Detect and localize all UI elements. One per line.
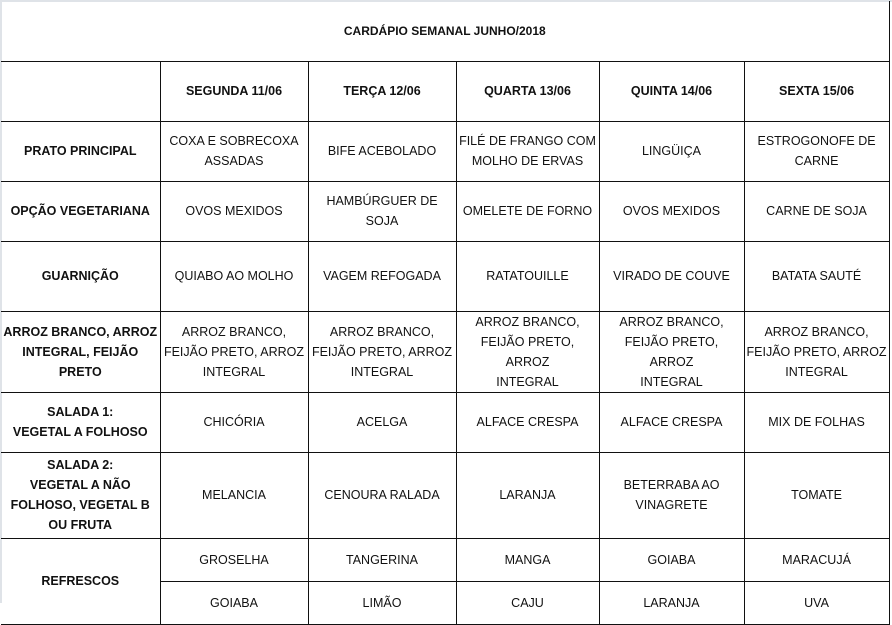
day-header: TERÇA 12/06	[307, 60, 457, 122]
menu-cell: CENOURA RALADA	[307, 451, 457, 539]
menu-cell: LINGÜIÇA	[598, 120, 745, 182]
refresco-cell: MANGA	[455, 537, 600, 582]
day-header: SEGUNDA 11/06	[159, 60, 309, 122]
menu-cell: TOMATE	[743, 451, 890, 539]
day-header: QUINTA 14/06	[598, 60, 745, 122]
menu-row: GUARNIÇÃO QUIABO AO MOLHO VAGEM REFOGADA RA…	[1, 240, 890, 312]
menu-cell: ALFACE CRESPA	[455, 391, 600, 453]
menu-cell: ARROZ BRANCO, FEIJÃO PRETO, ARROZ INTEGR…	[159, 310, 309, 393]
refresco-cell: MARACUJÁ	[743, 537, 890, 582]
refresco-cell: TANGERINA	[307, 537, 457, 582]
menu-cell: VIRADO DE COUVE	[598, 240, 745, 312]
menu-cell: BIFE ACEBOLADO	[307, 120, 457, 182]
row-label: REFRESCOS	[1, 537, 161, 625]
menu-cell: HAMBÚRGUER DE SOJA	[307, 180, 457, 242]
row-label: GUARNIÇÃO	[1, 240, 161, 312]
menu-cell: MELANCIA	[159, 451, 309, 539]
row-label: ARROZ BRANCO, ARROZ INTEGRAL, FEIJÃO PRE…	[1, 310, 161, 393]
refresco-row: REFRESCOS GROSELHA TANGERINA MANGA GOIABA MAR…	[1, 537, 890, 625]
menu-cell: ARROZ BRANCO, FEIJÃO PRETO, ARROZ INTEGR…	[307, 310, 457, 393]
row-label: SALADA 1: VEGETAL A FOLHOSO	[1, 391, 161, 453]
menu-cell: MIX DE FOLHAS	[743, 391, 890, 453]
row-label: PRATO PRINCIPAL	[1, 120, 161, 182]
menu-cell: OVOS MEXIDOS	[598, 180, 745, 242]
menu-row: PRATO PRINCIPAL COXA E SOBRECOXA ASSADAS B…	[1, 120, 890, 182]
title-row: CARDÁPIO SEMANAL JUNHO/2018	[1, 1, 890, 62]
menu-row: SALADA 2: VEGETAL A NÃO FOLHOSO, VEGETAL…	[1, 451, 890, 539]
refresco-cell: GOIABA	[598, 537, 745, 582]
refresco-cell: GROSELHA	[159, 537, 309, 582]
row-label: OPÇÃO VEGETARIANA	[1, 180, 161, 242]
menu-row: SALADA 1: VEGETAL A FOLHOSO CHICÓRIA ACELG…	[1, 391, 890, 453]
day-header-row: SEGUNDA 11/06 TERÇA 12/06 QUARTA 13/06 QUIN…	[1, 60, 890, 122]
menu-cell: RATATOUILLE	[455, 240, 600, 312]
menu-cell: ARROZ BRANCO, FEIJÃO PRETO, ARROZ INTEGR…	[743, 310, 890, 393]
menu-cell: BETERRABA AO VINAGRETE	[598, 451, 745, 539]
menu-cell: CHICÓRIA	[159, 391, 309, 453]
menu-cell: ARROZ BRANCO, FEIJÃO PRETO, ARROZ INTEGR…	[455, 310, 600, 393]
menu-row: ARROZ BRANCO, ARROZ INTEGRAL, FEIJÃO PRE…	[1, 310, 890, 393]
day-header: QUARTA 13/06	[455, 60, 600, 122]
menu-cell: LARANJA	[455, 451, 600, 539]
menu-cell: QUIABO AO MOLHO	[159, 240, 309, 312]
menu-row: OPÇÃO VEGETARIANA OVOS MEXIDOS HAMBÚRGUER …	[1, 180, 890, 242]
menu-title: CARDÁPIO SEMANAL JUNHO/2018	[1, 1, 890, 62]
menu-cell: ALFACE CRESPA	[598, 391, 745, 453]
menu-cell: CARNE DE SOJA	[743, 180, 890, 242]
menu-cell: ARROZ BRANCO, FEIJÃO PRETO, ARROZ INTEGR…	[598, 310, 745, 393]
menu-cell: OVOS MEXIDOS	[159, 180, 309, 242]
menu-cell: ESTROGONOFE DE CARNE	[743, 120, 890, 182]
menu-cell: COXA E SOBRECOXA ASSADAS	[159, 120, 309, 182]
day-header: SEXTA 15/06	[743, 60, 890, 122]
menu-cell: OMELETE DE FORNO	[455, 180, 600, 242]
corner-cell	[1, 60, 161, 122]
menu-cell: FILÉ DE FRANGO COM MOLHO DE ERVAS	[455, 120, 600, 182]
menu-cell: ACELGA	[307, 391, 457, 453]
menu-cell: BATATA SAUTÉ	[743, 240, 890, 312]
row-label: SALADA 2: VEGETAL A NÃO FOLHOSO, VEGETAL…	[1, 451, 161, 539]
menu-cell: VAGEM REFOGADA	[307, 240, 457, 312]
